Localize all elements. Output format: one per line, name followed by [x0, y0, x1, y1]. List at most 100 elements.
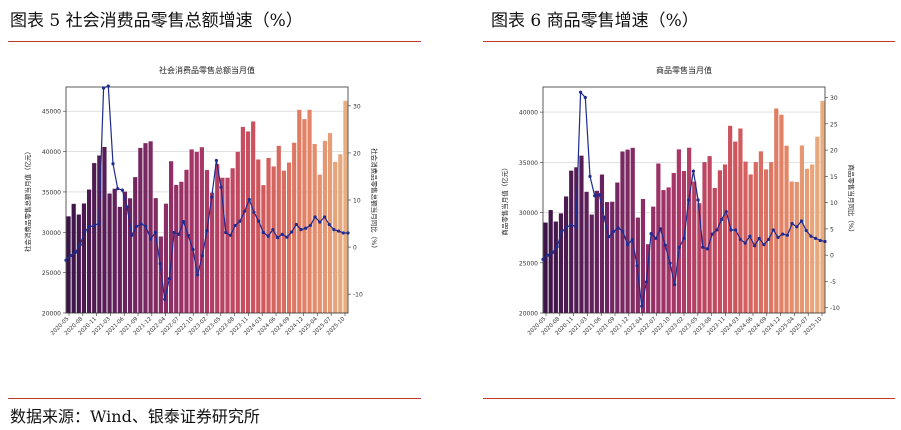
bottom-rule-right	[483, 398, 895, 399]
bar	[251, 121, 256, 314]
yoy-point	[738, 237, 742, 242]
yoy-point	[294, 222, 298, 227]
yoy-point	[630, 237, 634, 242]
yoy-point	[290, 230, 294, 234]
bar	[215, 164, 220, 313]
bar	[707, 156, 712, 313]
yoy-point	[73, 250, 77, 254]
bar	[158, 236, 163, 313]
y-tick-label: 25000	[42, 270, 61, 277]
yoy-point	[271, 228, 275, 232]
bar	[256, 159, 261, 313]
retail-sales-chart: 社会消费品零售总额当月值 20000 25000 30000 35000 40000 450…	[23, 65, 379, 337]
y2-tick-label: 20	[830, 148, 838, 155]
bar	[717, 170, 722, 313]
bar	[286, 162, 292, 313]
yoy-point	[564, 225, 569, 229]
yoy-point	[583, 95, 587, 100]
yoy-point	[804, 228, 808, 233]
bar	[579, 155, 584, 313]
bar	[594, 190, 599, 313]
bar	[799, 145, 805, 313]
yoy-point	[92, 223, 96, 228]
yoy-point	[186, 233, 190, 237]
bar	[97, 155, 102, 313]
yoy-point	[823, 239, 827, 244]
bar	[127, 198, 133, 313]
yoy-point	[304, 226, 308, 230]
figure-6-title: 图表 6 商品零售增速（%）	[491, 11, 699, 31]
yoy-point	[597, 193, 601, 197]
yoy-point	[644, 280, 648, 284]
bar	[122, 191, 128, 313]
y2-tick-label: -10	[353, 292, 363, 299]
bar	[327, 133, 333, 313]
yoy-point	[266, 234, 270, 238]
bar	[276, 145, 281, 313]
yoy-point	[102, 86, 106, 90]
top-rule-right	[483, 41, 895, 42]
yoy-point	[191, 247, 195, 252]
yoy-point	[790, 222, 794, 226]
bar	[297, 109, 302, 313]
bar	[117, 206, 122, 313]
bar	[610, 201, 615, 313]
y2-tick-label: -10	[830, 305, 840, 312]
yoy-point	[219, 185, 223, 189]
bar	[646, 244, 651, 313]
bar	[302, 119, 307, 313]
yoy-point	[743, 241, 747, 245]
yoy-point	[710, 232, 714, 236]
y-tick-label: 40000	[519, 110, 538, 117]
y-tick-label: 20000	[519, 311, 538, 318]
bar	[666, 187, 671, 313]
yoy-point	[214, 158, 218, 163]
yoy-point	[621, 229, 625, 234]
bar	[738, 128, 743, 313]
yoy-point	[579, 90, 583, 94]
bar	[569, 170, 574, 313]
bar	[312, 143, 317, 313]
yoy-point	[167, 277, 171, 281]
yoy-point	[130, 233, 134, 237]
yoy-point	[809, 234, 813, 238]
yoy-point	[781, 232, 785, 236]
yoy-point	[83, 229, 87, 234]
y2-tick-label: 0	[830, 253, 834, 260]
yoy-point	[818, 238, 822, 243]
bar	[71, 203, 76, 313]
bar	[548, 210, 553, 313]
y2-tick-label: 10	[830, 200, 838, 207]
bar	[317, 174, 322, 313]
bar	[815, 136, 820, 313]
bar	[245, 131, 251, 313]
yoy-point	[752, 244, 757, 248]
bar	[676, 149, 681, 313]
y-tick-label: 20000	[42, 311, 61, 318]
bar	[687, 147, 692, 313]
bar	[748, 174, 753, 313]
bar	[784, 145, 789, 313]
bar	[604, 202, 610, 313]
bar	[163, 203, 169, 313]
bar	[697, 203, 702, 313]
yoy-point	[243, 209, 247, 213]
bar	[769, 162, 774, 313]
y-tick-label: 35000	[42, 189, 61, 196]
yoy-point	[720, 217, 724, 222]
bar	[133, 177, 138, 313]
bar	[225, 177, 230, 313]
yoy-point	[196, 273, 200, 277]
yoy-point	[144, 224, 148, 228]
bar	[271, 166, 276, 313]
bar	[712, 187, 717, 313]
yoy-point	[724, 209, 728, 214]
bar	[343, 100, 348, 313]
yoy-point	[640, 304, 644, 308]
y2-tick-label: 15	[830, 174, 838, 181]
yoy-point	[705, 247, 710, 251]
bar	[743, 161, 748, 313]
yoy-point	[814, 236, 818, 240]
yoy-point	[261, 230, 265, 235]
yoy-point	[149, 237, 153, 241]
